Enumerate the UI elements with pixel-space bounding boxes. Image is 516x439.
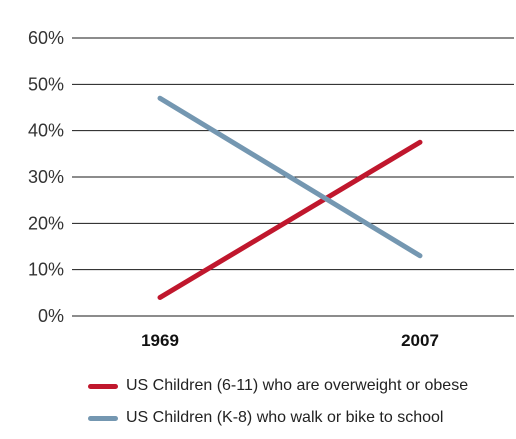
y-tick-label: 30%: [28, 167, 64, 187]
y-tick-label: 0%: [38, 306, 64, 326]
legend-swatch-overweight: [88, 383, 118, 389]
line-chart: 0% 10% 20% 30% 40% 50% 60% 1969 2007: [28, 28, 514, 350]
x-axis-category-labels: 1969 2007: [141, 331, 439, 350]
y-tick-label: 10%: [28, 260, 64, 280]
x-category-label: 1969: [141, 331, 179, 350]
y-axis-tick-labels: 0% 10% 20% 30% 40% 50% 60%: [28, 28, 64, 326]
y-tick-label: 20%: [28, 213, 64, 233]
legend: US Children (6-11) who are overweight or…: [88, 375, 468, 439]
y-tick-label: 50%: [28, 74, 64, 94]
legend-item-walk-bike: US Children (K-8) who walk or bike to sc…: [88, 407, 468, 429]
legend-item-overweight: US Children (6-11) who are overweight or…: [88, 375, 468, 397]
series-line-1: [157, 139, 423, 300]
series-line-2: [157, 95, 423, 259]
y-tick-label: 40%: [28, 121, 64, 141]
y-tick-label: 60%: [28, 28, 64, 48]
legend-label-overweight: US Children (6-11) who are overweight or…: [126, 377, 469, 394]
series-lines: [157, 95, 423, 300]
legend-label-walk-bike: US Children (K-8) who walk or bike to sc…: [126, 409, 444, 426]
legend-swatch-walk-bike: [88, 415, 118, 421]
x-category-label: 2007: [401, 331, 439, 350]
